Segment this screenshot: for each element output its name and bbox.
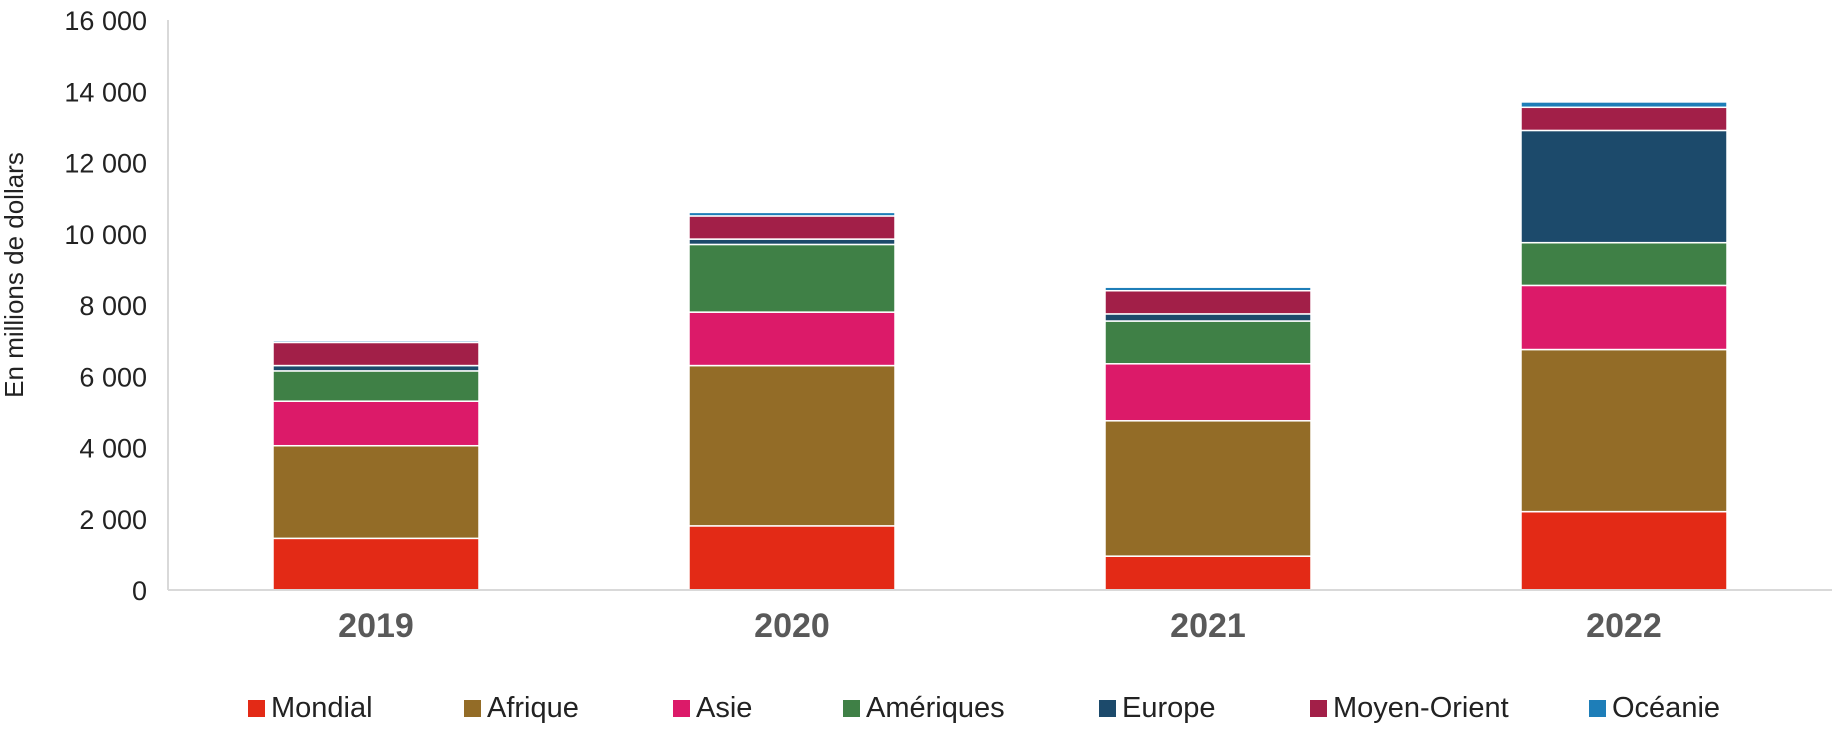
bar-segment <box>688 215 896 240</box>
legend-swatch <box>248 699 265 717</box>
bar-segment <box>1520 101 1728 109</box>
stacked-bar-chart: 0 2 000 4 000 6 000 8 000 10 000 12 000 14 000 1… <box>0 6 1832 645</box>
x-tick-label: 2020 <box>754 607 830 645</box>
bar-stack-2022 <box>1520 101 1728 591</box>
bar-segment <box>688 238 896 246</box>
x-axis: 2019 2020 2021 2022 <box>168 589 1832 645</box>
y-axis: 0 2 000 4 000 6 000 8 000 10 000 12 000 14 000 1… <box>64 6 169 606</box>
bar-segment <box>272 400 480 447</box>
legend-item: Afrique <box>464 690 579 726</box>
bar-segment <box>272 339 480 344</box>
legend-label: Mondial <box>271 691 373 724</box>
y-tick-label: 4 000 <box>79 434 147 464</box>
bar-segment <box>272 341 480 367</box>
x-tick-label: 2021 <box>1170 607 1246 645</box>
y-tick-label: 12 000 <box>64 149 147 179</box>
x-tick-label: 2019 <box>338 607 414 645</box>
bar-segment <box>688 525 896 591</box>
bar-segment <box>1520 129 1728 244</box>
y-tick-label: 6 000 <box>79 362 147 392</box>
legend-item: Moyen-Orient <box>1310 690 1509 726</box>
bar-segment <box>1520 241 1728 287</box>
y-tick-label: 0 <box>132 576 147 606</box>
bar-segment <box>1104 420 1312 557</box>
legend: Mondial Afrique Asie Amériques Europe Moyen-O… <box>0 690 1832 726</box>
y-tick-label: 14 000 <box>64 77 147 107</box>
bar-stack-2021 <box>1104 286 1312 591</box>
bar-stacks <box>272 101 1728 591</box>
bar-segment <box>272 364 480 372</box>
x-tick-label: 2022 <box>1586 607 1662 645</box>
bar-segment <box>1104 363 1312 422</box>
legend-label: Amériques <box>866 691 1005 724</box>
bar-segment <box>1104 320 1312 365</box>
bar-segment <box>1520 284 1728 351</box>
bar-segment <box>1520 348 1728 513</box>
bar-segment <box>688 243 896 313</box>
bar-segment <box>688 311 896 367</box>
bar-segment <box>272 444 480 540</box>
bar-segment <box>688 364 896 527</box>
legend-label: Europe <box>1122 691 1216 724</box>
y-tick-label: 2 000 <box>79 505 147 535</box>
legend-item: Amériques <box>843 690 1005 726</box>
legend-item: Océanie <box>1589 690 1720 726</box>
legend-item: Asie <box>673 690 752 726</box>
bar-segment <box>1104 313 1312 322</box>
legend-swatch <box>464 699 481 717</box>
bar-segment <box>1104 286 1312 292</box>
legend-label: Afrique <box>487 691 579 724</box>
legend-label: Océanie <box>1612 691 1721 724</box>
legend-label: Asie <box>696 691 753 724</box>
y-tick-label: 10 000 <box>64 220 147 250</box>
legend-swatch <box>1310 699 1327 717</box>
legend-item: Mondial <box>248 690 373 726</box>
legend-swatch <box>843 699 860 717</box>
bar-stack-2020 <box>688 211 896 591</box>
bar-segment <box>1520 510 1728 591</box>
bar-segment <box>272 370 480 402</box>
y-axis-label: En millions de dollars <box>0 152 29 398</box>
legend-swatch <box>1099 699 1116 717</box>
y-tick-label: 16 000 <box>64 6 147 36</box>
legend-swatch <box>673 699 690 717</box>
bar-segment <box>1104 555 1312 591</box>
bar-segment <box>688 211 896 217</box>
y-tick-label: 8 000 <box>79 291 147 321</box>
bar-stack-2019 <box>272 339 480 591</box>
legend-item: Europe <box>1099 690 1216 726</box>
legend-label: Moyen-Orient <box>1333 691 1509 724</box>
bar-segment <box>1520 106 1728 132</box>
bar-segment <box>1104 290 1312 315</box>
bar-segment <box>272 537 480 591</box>
legend-swatch <box>1589 699 1606 717</box>
